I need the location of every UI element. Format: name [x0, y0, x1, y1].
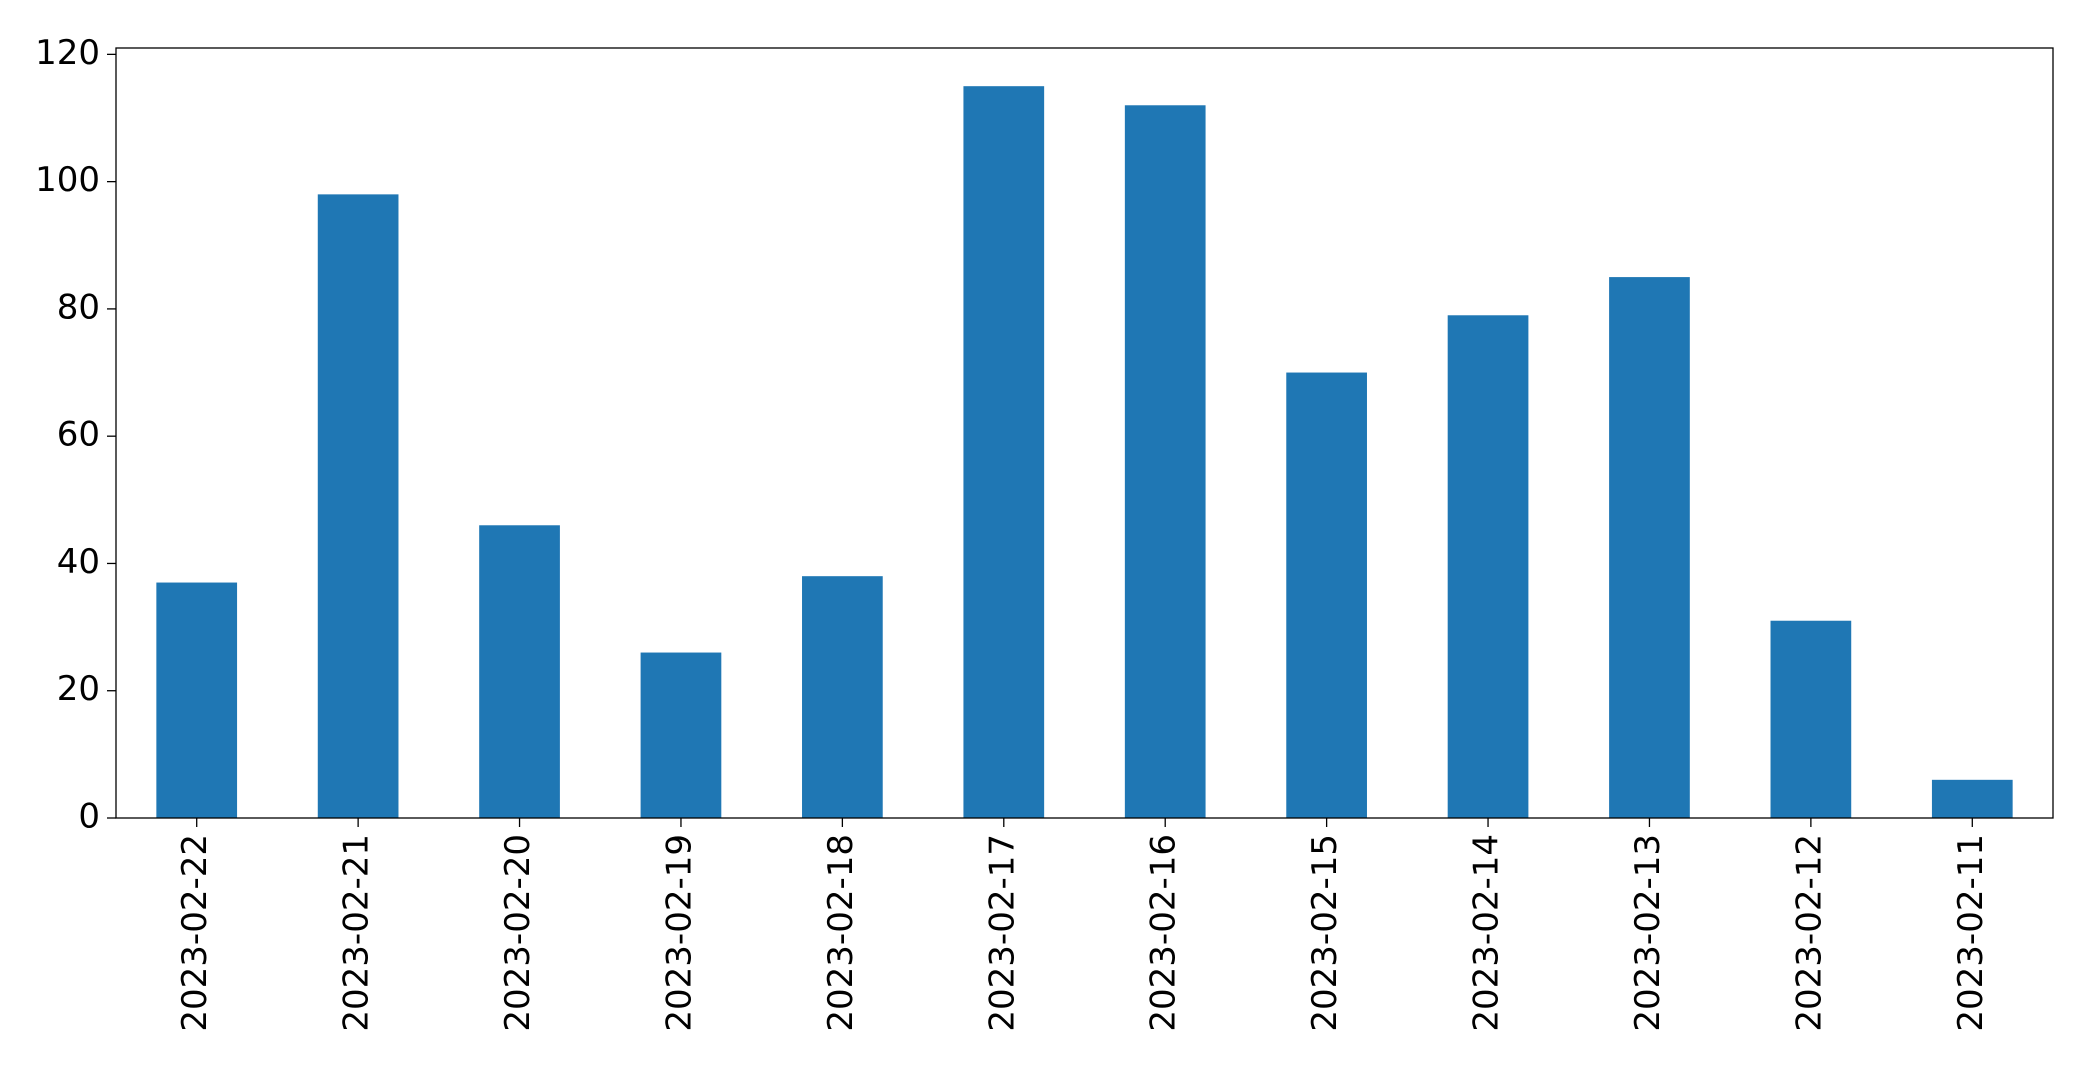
bar [963, 86, 1045, 818]
bar [640, 652, 722, 818]
bar [156, 582, 238, 818]
x-tick-label: 2023-02-11 [1951, 834, 1991, 1032]
bar [1770, 620, 1852, 818]
bar [1447, 315, 1529, 818]
plot-frame [115, 47, 2054, 819]
x-tick-label: 2023-02-16 [1144, 834, 1184, 1032]
x-tick-label: 2023-02-13 [1628, 834, 1668, 1032]
x-tick-label: 2023-02-19 [659, 834, 699, 1032]
x-tick-label: 2023-02-20 [498, 834, 538, 1032]
y-tick-label: 80 [57, 287, 100, 327]
bar [1286, 372, 1367, 818]
bar [802, 576, 883, 818]
y-tick-label: 0 [78, 797, 100, 837]
y-tick-label: 100 [35, 160, 100, 200]
x-tick-label: 2023-02-14 [1467, 834, 1507, 1032]
y-tick-label: 60 [57, 415, 100, 455]
bar [317, 194, 399, 818]
y-tick-label: 40 [57, 542, 100, 582]
x-tick-label: 2023-02-22 [175, 834, 215, 1032]
x-tick-label: 2023-02-18 [821, 834, 861, 1032]
bar [1609, 277, 1690, 818]
x-tick-label: 2023-02-12 [1789, 834, 1829, 1032]
y-tick-label: 120 [35, 33, 100, 73]
bar [1931, 779, 2013, 818]
x-tick-label: 2023-02-15 [1305, 834, 1345, 1032]
x-tick-label: 2023-02-21 [337, 834, 377, 1032]
bar [1124, 105, 1206, 819]
y-tick-label: 20 [57, 669, 100, 709]
bar [479, 525, 560, 818]
x-tick-label: 2023-02-17 [982, 834, 1022, 1032]
